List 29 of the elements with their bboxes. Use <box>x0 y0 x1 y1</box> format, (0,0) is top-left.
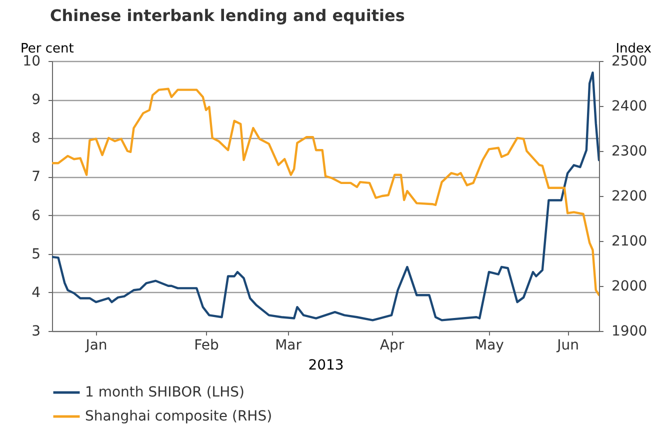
x-tick-label: Jan <box>84 338 108 354</box>
x-tick-label: Mar <box>275 338 302 354</box>
x-tick-label: Apr <box>380 338 404 354</box>
x-axis-title: 2013 <box>308 358 344 374</box>
y2-tick-label: 2500 <box>612 54 648 70</box>
y2-tick-label: 2300 <box>612 144 648 160</box>
y-tick-label: 6 <box>32 208 41 224</box>
line-series <box>52 71 599 322</box>
y-tick-label: 10 <box>22 54 40 70</box>
y2-tick-label: 2200 <box>612 188 648 204</box>
y-tick-label: 4 <box>32 284 41 301</box>
chart-title: Chinese interbank lending and equities <box>50 6 405 25</box>
x-tick-label: Jun <box>556 338 579 354</box>
legend-label: 1 month SHIBOR (LHS) <box>85 384 244 400</box>
x-tick-label: Feb <box>194 338 220 354</box>
x-tick-label: May <box>474 338 504 354</box>
line-series <box>52 88 599 296</box>
y-tick-label: 9 <box>32 92 40 108</box>
y2-tick-label: 2100 <box>612 234 648 250</box>
y-tick-label: 8 <box>32 130 40 147</box>
legend-label: Shanghai composite (RHS) <box>85 408 272 424</box>
y-tick-label: 7 <box>32 169 40 186</box>
y-axis-title: Per cent <box>20 42 74 56</box>
y-tick-label: 5 <box>32 246 40 262</box>
y2-tick-label: 2000 <box>612 278 648 294</box>
y2-axis-title: Index <box>616 42 652 56</box>
y-tick-label: 3 <box>32 324 40 340</box>
y2-tick-label: 2400 <box>612 98 648 114</box>
y2-tick-label: 1900 <box>612 324 648 340</box>
